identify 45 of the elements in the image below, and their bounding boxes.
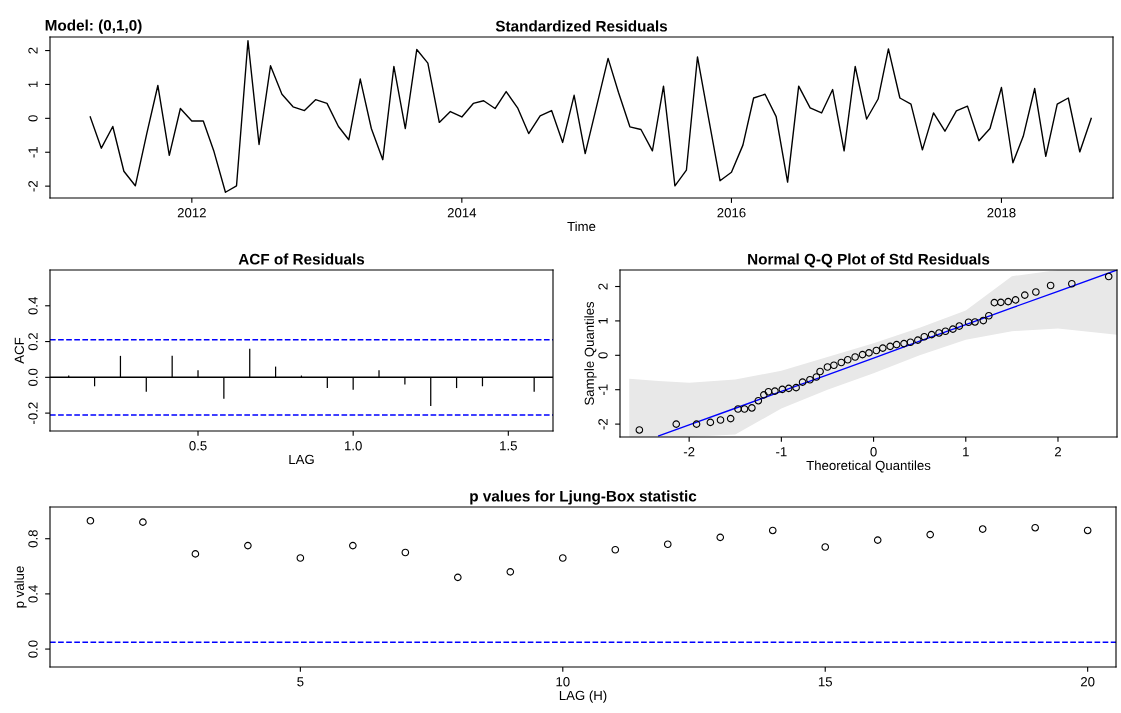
y-tick-label: 0.0 [28,640,38,658]
x-axis-title: LAG [289,454,314,465]
y-tick-label: -1 [28,147,38,158]
chart-title: ACF of Residuals [238,253,365,265]
x-tick-label: 2 [1054,447,1061,457]
y-tick-label: 0.0 [28,368,38,386]
x-tick-label: 2012 [177,208,206,218]
y-tick-label: -1 [598,384,608,395]
x-axis-title: Time [567,221,596,232]
x-tick-label: 5 [297,677,304,687]
y-tick-label: 0.4 [28,585,38,603]
x-tick-label: 1.5 [500,441,517,451]
x-tick-label: 2014 [447,208,477,218]
y-tick-label: 0.8 [28,530,38,548]
x-tick-label: -2 [683,447,695,457]
y-tick-label: -0.2 [28,402,38,424]
x-axis-title: LAG (H) [559,690,607,703]
chart-title: p values for Ljung-Box statistic [470,490,697,505]
y-tick-label: 2 [598,283,608,290]
x-axis-title: Theoretical Quantiles [806,460,931,473]
y-tick-label: -2 [28,180,38,192]
chart-title: Standardized Residuals [495,20,668,32]
x-tick-label: 2018 [987,208,1016,218]
y-tick-label: 0.2 [28,333,38,351]
y-tick-label: 1 [598,317,608,324]
chart-title: Normal Q-Q Plot of Std Residuals [748,253,990,268]
x-tick-label: 0.5 [189,441,207,451]
y-axis-title: ACF [14,337,24,364]
y-tick-label: 0.4 [28,296,38,315]
x-tick-label: 2016 [717,208,746,218]
y-axis-title: Sample Quantiles [584,301,597,405]
x-tick-label: 1 [963,447,969,457]
y-tick-label: 2 [28,47,38,54]
y-tick-label: 0 [28,115,38,122]
text: Model: (0,1,0) [45,19,142,34]
y-tick-label: 1 [28,81,38,88]
x-tick-label: 15 [818,677,833,687]
y-tick-label: -2 [598,418,608,430]
x-tick-label: -1 [776,447,787,457]
x-tick-label: 20 [1080,677,1095,687]
x-tick-label: 1.0 [345,441,362,451]
y-axis-title: p value [14,566,27,608]
x-tick-label: 0 [870,447,877,457]
x-tick-label: 10 [556,677,570,687]
y-tick-label: 0 [598,352,608,359]
